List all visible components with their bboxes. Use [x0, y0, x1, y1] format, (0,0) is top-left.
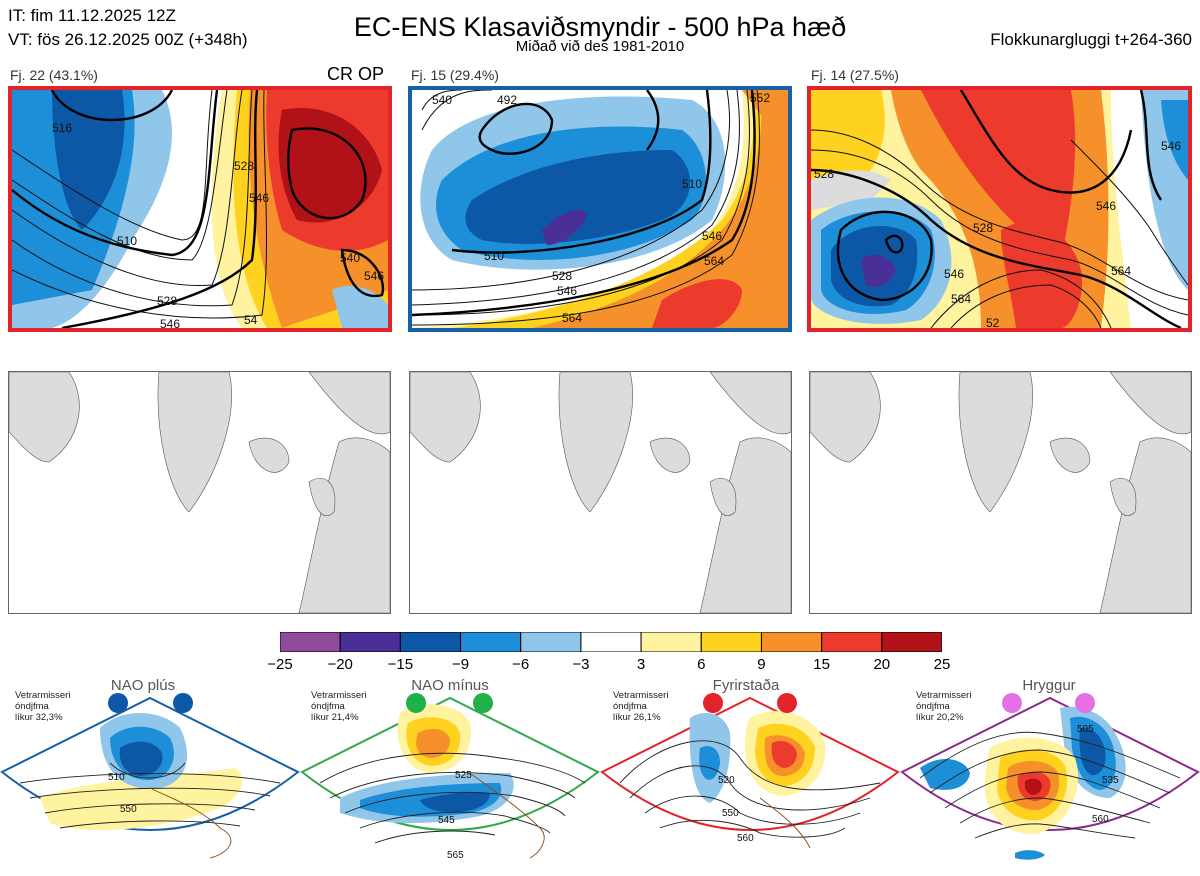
regime-nao-minus-fan: 525 545 565: [300, 693, 600, 861]
cluster-3-label: Fj. 14 (27.5%): [811, 67, 899, 83]
colorbar-tick-label: 6: [697, 656, 706, 673]
contour-label: 564: [1111, 264, 1131, 278]
cluster-2-label: Fj. 15 (29.4%): [411, 67, 499, 83]
colorbar-swatch: [821, 631, 883, 653]
cluster-2-map: 540 492 510 528 546 564 510 546 564 552: [408, 86, 792, 332]
regime-ridge-fan: 505 535 560: [900, 693, 1200, 860]
contour-label: 52: [986, 316, 1000, 328]
colorbar-swatch: [580, 631, 642, 653]
contour-label: 564: [562, 311, 582, 325]
regime-contour-label: 565: [447, 850, 464, 861]
regime-note-blocking: Vetrarmisseri óndjfma líkur 26,1%: [613, 690, 669, 723]
colorbar-swatch: [399, 631, 462, 653]
base-map-1: [8, 371, 391, 614]
colorbar-swatch: [520, 631, 582, 653]
contour-label: 546: [557, 284, 577, 298]
colorbar-tick-label: −9: [451, 656, 470, 673]
colorbar-swatch: [640, 631, 702, 653]
colorbar-tick-label: 3: [636, 656, 646, 673]
contour-label: 510: [117, 234, 137, 248]
regime-row: 510 550 525 545 565: [0, 688, 1200, 871]
colorbar-swatch: [881, 631, 943, 653]
regime-title-nao-plus: NAO plús: [110, 677, 176, 694]
regime-contour-label: 520: [718, 775, 735, 786]
colorbar-swatch: [339, 631, 401, 653]
colorbar-swatch: [700, 631, 762, 653]
regime-title-ridge: Hryggur: [1022, 677, 1076, 694]
contour-label: 546: [249, 191, 269, 205]
cluster-3-map: 528 546 564 528 546 564 52 546: [807, 86, 1192, 332]
regime-contour-label: 560: [737, 833, 754, 844]
contour-label: 546: [160, 317, 180, 328]
contour-label: 540: [432, 93, 452, 107]
cluster-1-tag: CR OP: [327, 64, 385, 84]
contour-label: 510: [484, 249, 504, 263]
contour-label: 564: [951, 292, 971, 306]
colorbar-swatch: [460, 631, 522, 653]
contour-label: 528: [973, 221, 993, 235]
contour-label: 492: [497, 93, 517, 107]
regime-contour-label: 505: [1077, 724, 1094, 735]
contour-label: 54: [244, 313, 258, 327]
contour-label: 510: [682, 177, 702, 191]
regime-title-nao-minus: NAO mínus: [411, 677, 489, 694]
regime-nao-plus-fan: 510 550: [0, 693, 300, 859]
base-map-3: [809, 371, 1192, 614]
colorbar-tick-label: −15: [387, 656, 414, 673]
colorbar: [279, 631, 943, 653]
colorbar-tick-label: −25: [267, 656, 293, 673]
contour-label: 564: [704, 254, 724, 268]
contour-label: 528: [814, 167, 834, 181]
contour-label: 546: [944, 267, 964, 281]
contour-label: 546: [1096, 199, 1116, 213]
regime-blocking-fan: 520 550 560: [600, 693, 900, 849]
colorbar-tick-label: 25: [933, 656, 951, 673]
colorbar-tick-label: 9: [757, 656, 766, 673]
page-title: EC-ENS Klasaviðsmyndir - 500 hPa hæð: [353, 12, 847, 42]
base-map-2: [409, 371, 792, 614]
regime-contour-label: 545: [438, 815, 455, 826]
issue-time: IT: fim 11.12.2025 12Z: [8, 6, 176, 25]
regime-note-ridge: Vetrarmisseri óndjfma líkur 20,2%: [916, 690, 972, 723]
cluster-1-label: Fj. 22 (43.1%): [10, 67, 98, 83]
regime-note-nao-plus: Vetrarmisseri óndjfma líkur 32,3%: [15, 690, 71, 723]
regime-contour-label: 550: [722, 808, 739, 819]
contour-label: 528: [552, 269, 572, 283]
cluster-1-map: 516 528 546 510 528 546 540 546 54: [8, 86, 392, 332]
contour-label: 528: [234, 159, 254, 173]
contour-label: 540: [340, 251, 360, 265]
colorbar-tick-label: 20: [873, 656, 891, 673]
regime-contour-label: 560: [1092, 814, 1109, 825]
colorbar-swatch: [760, 631, 823, 653]
colorbar-tick-label: −20: [327, 656, 353, 673]
regime-note-nao-minus: Vetrarmisseri óndjfma líkur 21,4%: [311, 690, 367, 723]
regime-contour-label: 550: [120, 804, 137, 815]
contour-label: 528: [157, 294, 177, 308]
regime-contour-label: 535: [1102, 775, 1119, 786]
contour-label: 546: [1161, 139, 1181, 153]
colorbar-tick-label: −3: [572, 656, 590, 673]
contour-label: 546: [364, 269, 384, 283]
colorbar-tick-label: −6: [512, 656, 530, 673]
contour-label: 516: [52, 121, 72, 135]
regime-contour-label: 510: [108, 772, 125, 783]
regime-contour-label: 525: [455, 770, 472, 781]
contour-label: 546: [702, 229, 722, 243]
colorbar-swatch: [279, 631, 341, 653]
valid-time: VT: fös 26.12.2025 00Z (+348h): [8, 30, 248, 49]
colorbar-tick-label: 15: [813, 656, 830, 673]
page-subtitle: Miðað við des 1981-2010: [515, 38, 685, 55]
contour-label: 552: [750, 91, 770, 105]
regime-title-blocking: Fyrirstaða: [712, 677, 780, 694]
classification-window: Flokkunargluggi t+264-360: [990, 30, 1192, 49]
